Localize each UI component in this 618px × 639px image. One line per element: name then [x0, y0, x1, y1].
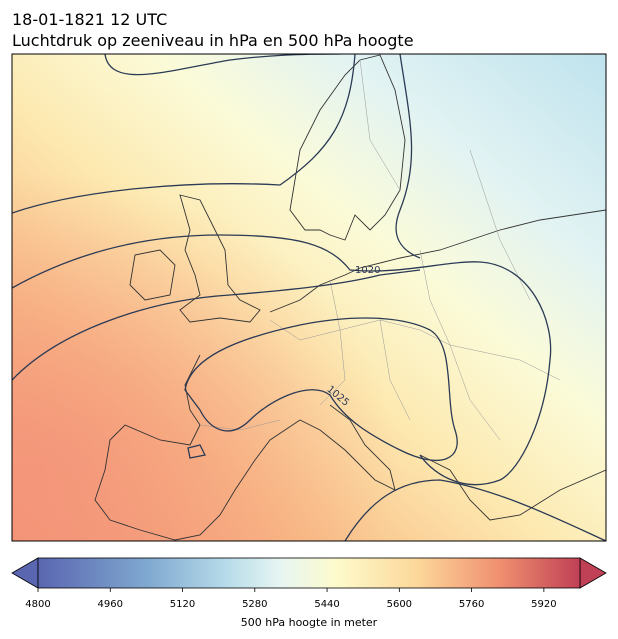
coastline — [129, 249, 176, 301]
isobar — [12, 269, 421, 381]
colorbar-tick-label: 5280 — [242, 599, 267, 610]
coastline — [419, 454, 606, 521]
coastline — [179, 194, 261, 323]
colorbar-tick-label: 5120 — [170, 599, 195, 610]
map-area: 1020 1025 — [12, 54, 606, 541]
map-title: Luchtdruk op zeeniveau in hPa en 500 hPa… — [12, 31, 414, 50]
isobar — [344, 479, 606, 541]
colorbar-label: 500 hPa hoogte in meter — [241, 616, 378, 629]
colorbar-tick-label: 5760 — [459, 599, 484, 610]
height-field-warm — [12, 54, 606, 541]
colorbar — [11, 557, 607, 589]
coastline — [94, 354, 396, 541]
colorbar-tick-label: 4960 — [98, 599, 123, 610]
isobar — [187, 444, 206, 459]
isobar-label: 1020 — [355, 265, 380, 276]
colorbar-tick-label: 5600 — [387, 599, 412, 610]
colorbar-tick-label: 4800 — [25, 599, 50, 610]
map-frame — [11, 53, 607, 542]
isobar — [12, 234, 552, 486]
colorbar-tick-label: 5920 — [531, 599, 556, 610]
colorbar-scale — [37, 557, 581, 589]
map-date: 18-01-1821 12 UTC — [12, 10, 167, 29]
country-border — [199, 59, 561, 441]
colorbar-extend-min — [11, 557, 39, 589]
colorbar-tick-label: 5440 — [314, 599, 339, 610]
colorbar-extend-max — [579, 557, 607, 589]
isobar — [184, 317, 458, 462]
coastline — [269, 209, 606, 313]
isobar — [12, 54, 421, 259]
